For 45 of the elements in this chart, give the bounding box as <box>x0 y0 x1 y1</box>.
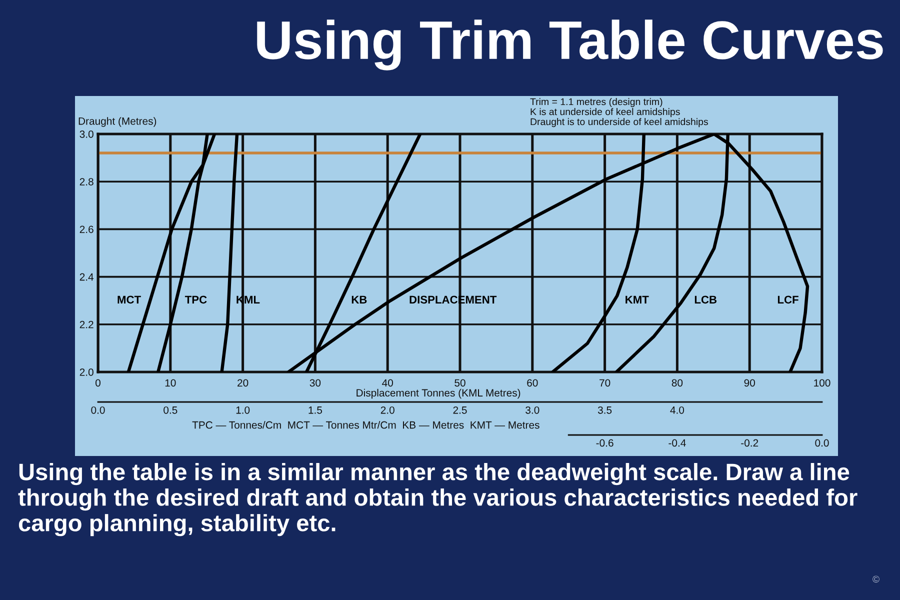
y-tick-label: 3.0 <box>80 130 94 138</box>
series-label: LCF <box>778 296 798 304</box>
y-tick-label: 2.6 <box>80 226 94 234</box>
series-label: TPC <box>184 296 207 304</box>
x-tick-label: 10 <box>165 379 176 387</box>
text: -0.6 <box>596 439 614 447</box>
x2-tick-label: 0.5 <box>164 406 178 414</box>
x-tick-label: 40 <box>382 379 393 387</box>
x-tick-label: 60 <box>527 379 538 387</box>
x2-tick-label: 4.0 <box>670 406 684 414</box>
x2-tick-label: 2.5 <box>453 406 467 414</box>
x2-tick-label: 1.5 <box>308 406 322 414</box>
y-tick-label: 2.8 <box>80 178 94 186</box>
text: K is at underside of keel amidships <box>530 108 680 118</box>
x2-tick-label: 3.5 <box>598 406 612 414</box>
chart-title: Using Trim Table Curves <box>257 20 883 70</box>
text: Draught is to underside of keel amidships <box>530 118 708 128</box>
text: Using the table is in a similar manner as the deadweight scale. Draw a line through the desired draft and obtain the various characteristics needed for cargo planning, stability etc. <box>18 463 858 536</box>
series-label: KMT <box>626 296 649 304</box>
x2-tick-label: 2.0 <box>380 406 394 414</box>
x2-tick-label: 1.0 <box>236 406 250 414</box>
y-tick-label: 2.4 <box>80 273 94 281</box>
x2-axis-title: TPC — Tonnes/Cm MCT — Tonnes Mtr/Cm KB — Metres KMT — Metres <box>192 421 540 429</box>
y-tick-label: 2.0 <box>80 368 94 376</box>
text: -0.2 <box>741 439 758 447</box>
text: Trim = 1.1 metres (design trim) <box>530 98 662 108</box>
text: © <box>872 576 880 583</box>
x-tick-label: 30 <box>310 379 321 387</box>
x-tick-label: 70 <box>600 379 610 387</box>
x-tick-label: 50 <box>454 379 466 387</box>
text: 0.0 <box>815 439 829 447</box>
x2-tick-label: 0.0 <box>91 406 105 414</box>
series-label: KB <box>352 296 367 304</box>
x-tick-label: 90 <box>744 379 755 387</box>
series-label: LCB <box>694 296 717 304</box>
x2-tick-label: 3.0 <box>526 406 540 414</box>
series-label: MCT <box>118 296 141 304</box>
x-axis-title: Displacement Tonnes (KML Metres) <box>356 388 520 399</box>
x-tick-label: 80 <box>672 379 683 387</box>
x-tick-label: 0 <box>96 379 100 387</box>
text: -0.4 <box>668 439 686 447</box>
y-tick-label: 2.2 <box>80 320 94 328</box>
y-axis-title: Draught (Metres) <box>78 117 156 127</box>
x-tick-label: 20 <box>238 379 248 387</box>
x-tick-label: 100 <box>814 379 830 387</box>
